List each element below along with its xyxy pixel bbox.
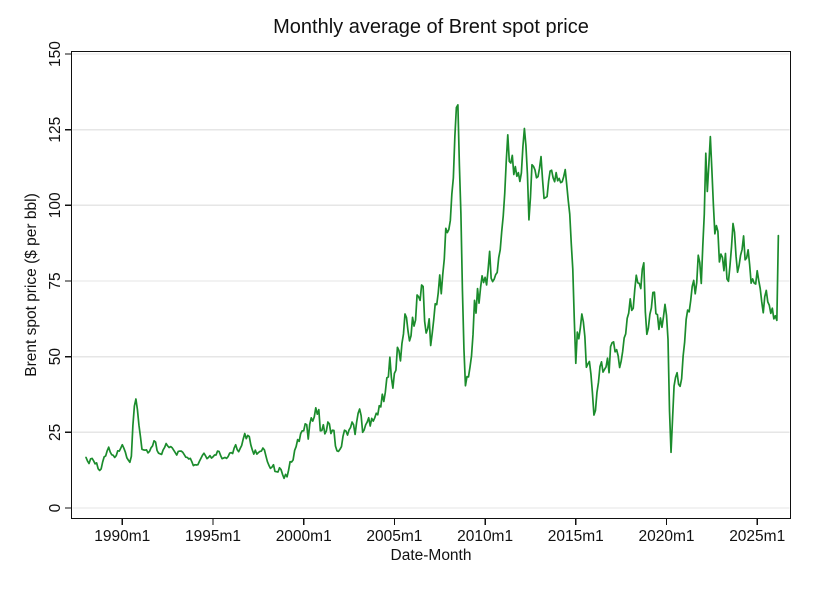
x-axis-title: Date-Month (390, 547, 472, 564)
x-tick-label: 2015m1 (548, 528, 604, 545)
x-tick-label: 2010m1 (457, 528, 513, 545)
y-tick-label: 125 (47, 117, 64, 143)
y-tick-label: 100 (47, 192, 64, 218)
y-tick-label: 0 (47, 503, 64, 512)
x-tick-label: 2020m1 (638, 528, 694, 545)
chart-title: Monthly average of Brent spot price (273, 16, 589, 38)
y-tick-label: 75 (47, 272, 64, 289)
y-tick-label: 150 (47, 41, 64, 67)
x-tick-label: 1990m1 (94, 528, 150, 545)
x-tick-label: 2000m1 (276, 528, 332, 545)
x-tick-label: 2025m1 (729, 528, 785, 545)
y-tick-label: 25 (47, 424, 64, 441)
x-tick-label: 2005m1 (366, 528, 422, 545)
brent-price-line (85, 104, 780, 480)
x-tick-label: 1995m1 (185, 528, 241, 545)
y-tick-label: 50 (47, 348, 64, 366)
plot-border (70, 50, 792, 520)
